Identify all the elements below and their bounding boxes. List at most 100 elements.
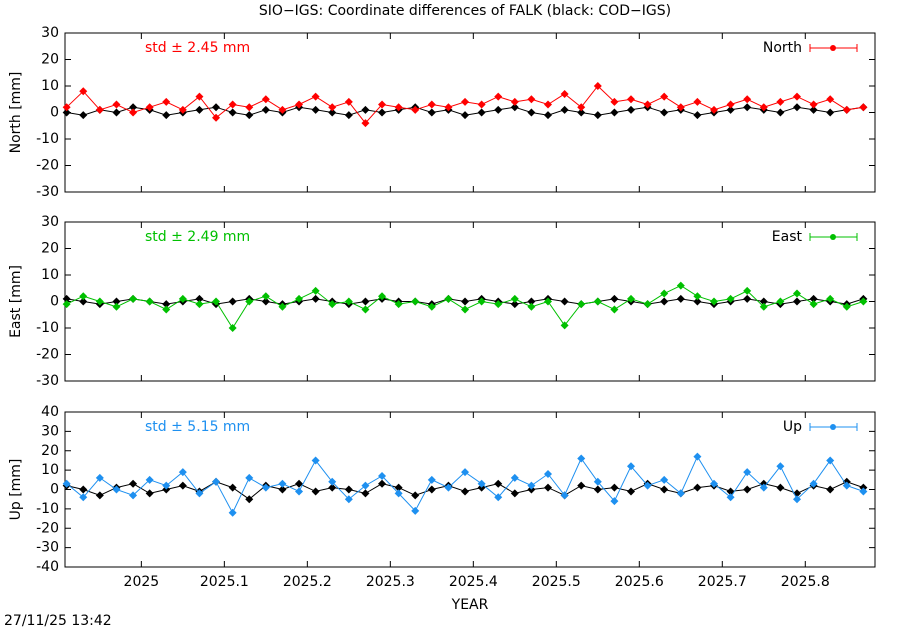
y-tick-label: -20 bbox=[36, 158, 59, 174]
data-point bbox=[709, 297, 718, 306]
data-point bbox=[627, 487, 636, 496]
data-point bbox=[344, 495, 353, 504]
y-tick-label: 0 bbox=[50, 482, 59, 498]
y-tick-label: 10 bbox=[41, 267, 59, 283]
y-tick-label: -10 bbox=[36, 131, 59, 147]
data-point bbox=[792, 495, 801, 504]
data-point bbox=[461, 468, 470, 477]
data-point bbox=[344, 111, 353, 120]
data-point bbox=[826, 456, 835, 465]
data-point bbox=[759, 483, 768, 492]
data-point bbox=[461, 305, 470, 314]
data-point bbox=[809, 300, 818, 309]
data-point bbox=[444, 103, 453, 112]
data-point bbox=[809, 100, 818, 109]
data-point bbox=[560, 89, 569, 98]
data-point bbox=[527, 297, 536, 306]
data-point bbox=[195, 300, 204, 309]
data-point bbox=[759, 302, 768, 311]
data-point bbox=[842, 302, 851, 311]
data-point bbox=[112, 302, 121, 311]
legend-label: East bbox=[772, 229, 803, 245]
x-tick-label: 2025.7 bbox=[698, 574, 747, 590]
data-point bbox=[328, 108, 337, 117]
data-point bbox=[295, 487, 304, 496]
data-point bbox=[494, 493, 503, 502]
data-point bbox=[560, 321, 569, 330]
data-point bbox=[544, 297, 553, 306]
data-point bbox=[344, 97, 353, 106]
data-point bbox=[145, 297, 154, 306]
legend-marker bbox=[830, 424, 836, 430]
data-point bbox=[792, 103, 801, 112]
data-point bbox=[494, 105, 503, 114]
data-point bbox=[245, 473, 254, 482]
data-point bbox=[129, 479, 138, 488]
y-axis-label: Up [mm] bbox=[8, 459, 24, 521]
data-point bbox=[643, 481, 652, 490]
data-point bbox=[195, 489, 204, 498]
data-point bbox=[527, 302, 536, 311]
data-point bbox=[859, 103, 868, 112]
data-point bbox=[577, 108, 586, 117]
data-point bbox=[311, 286, 320, 295]
data-point bbox=[809, 294, 818, 303]
data-point bbox=[461, 297, 470, 306]
x-tick-label: 2025.5 bbox=[532, 574, 581, 590]
data-point bbox=[228, 324, 237, 332]
data-point bbox=[527, 481, 536, 490]
data-point bbox=[129, 103, 138, 112]
data-point bbox=[261, 95, 270, 104]
data-point bbox=[527, 95, 536, 104]
data-point bbox=[311, 294, 320, 303]
data-point bbox=[378, 471, 387, 480]
data-point bbox=[510, 489, 519, 498]
data-point bbox=[477, 100, 486, 109]
data-point bbox=[627, 294, 636, 303]
data-point bbox=[627, 462, 636, 471]
data-point bbox=[627, 105, 636, 114]
data-point bbox=[743, 286, 752, 295]
data-point bbox=[826, 108, 835, 117]
data-point bbox=[162, 300, 171, 309]
data-point bbox=[261, 483, 270, 492]
data-point bbox=[627, 95, 636, 104]
data-point bbox=[245, 495, 254, 504]
data-point bbox=[461, 487, 470, 496]
data-point bbox=[328, 483, 337, 492]
y-tick-label: -20 bbox=[36, 347, 59, 363]
data-point bbox=[610, 294, 619, 303]
data-point bbox=[195, 294, 204, 303]
data-point bbox=[842, 481, 851, 490]
data-point bbox=[709, 479, 718, 488]
data-point bbox=[693, 297, 702, 306]
data-point bbox=[693, 452, 702, 461]
data-point bbox=[95, 105, 104, 114]
x-tick-label: 2025.4 bbox=[449, 574, 498, 590]
data-point bbox=[195, 92, 204, 101]
data-point bbox=[129, 491, 138, 500]
data-point bbox=[577, 481, 586, 490]
data-point bbox=[776, 108, 785, 117]
std-annotation: std ± 2.45 mm bbox=[145, 40, 250, 56]
data-point bbox=[178, 481, 187, 490]
data-point bbox=[427, 475, 436, 484]
data-point bbox=[660, 297, 669, 306]
y-tick-label: 20 bbox=[41, 443, 59, 459]
data-point bbox=[261, 292, 270, 301]
data-point bbox=[510, 300, 519, 309]
timestamp: 27/11/25 13:42 bbox=[4, 613, 112, 629]
y-axis-label: East [mm] bbox=[8, 265, 24, 338]
data-point bbox=[129, 294, 138, 303]
data-point bbox=[195, 105, 204, 114]
data-point bbox=[427, 485, 436, 494]
y-tick-label: 0 bbox=[50, 294, 59, 310]
data-point bbox=[394, 103, 403, 112]
std-annotation: std ± 2.49 mm bbox=[145, 229, 250, 245]
data-point bbox=[826, 95, 835, 104]
chart-title: SIO−IGS: Coordinate differences of FALK … bbox=[259, 3, 671, 19]
y-tick-label: -10 bbox=[36, 501, 59, 517]
data-point bbox=[62, 300, 71, 309]
data-point bbox=[79, 485, 88, 494]
data-point bbox=[79, 292, 88, 301]
